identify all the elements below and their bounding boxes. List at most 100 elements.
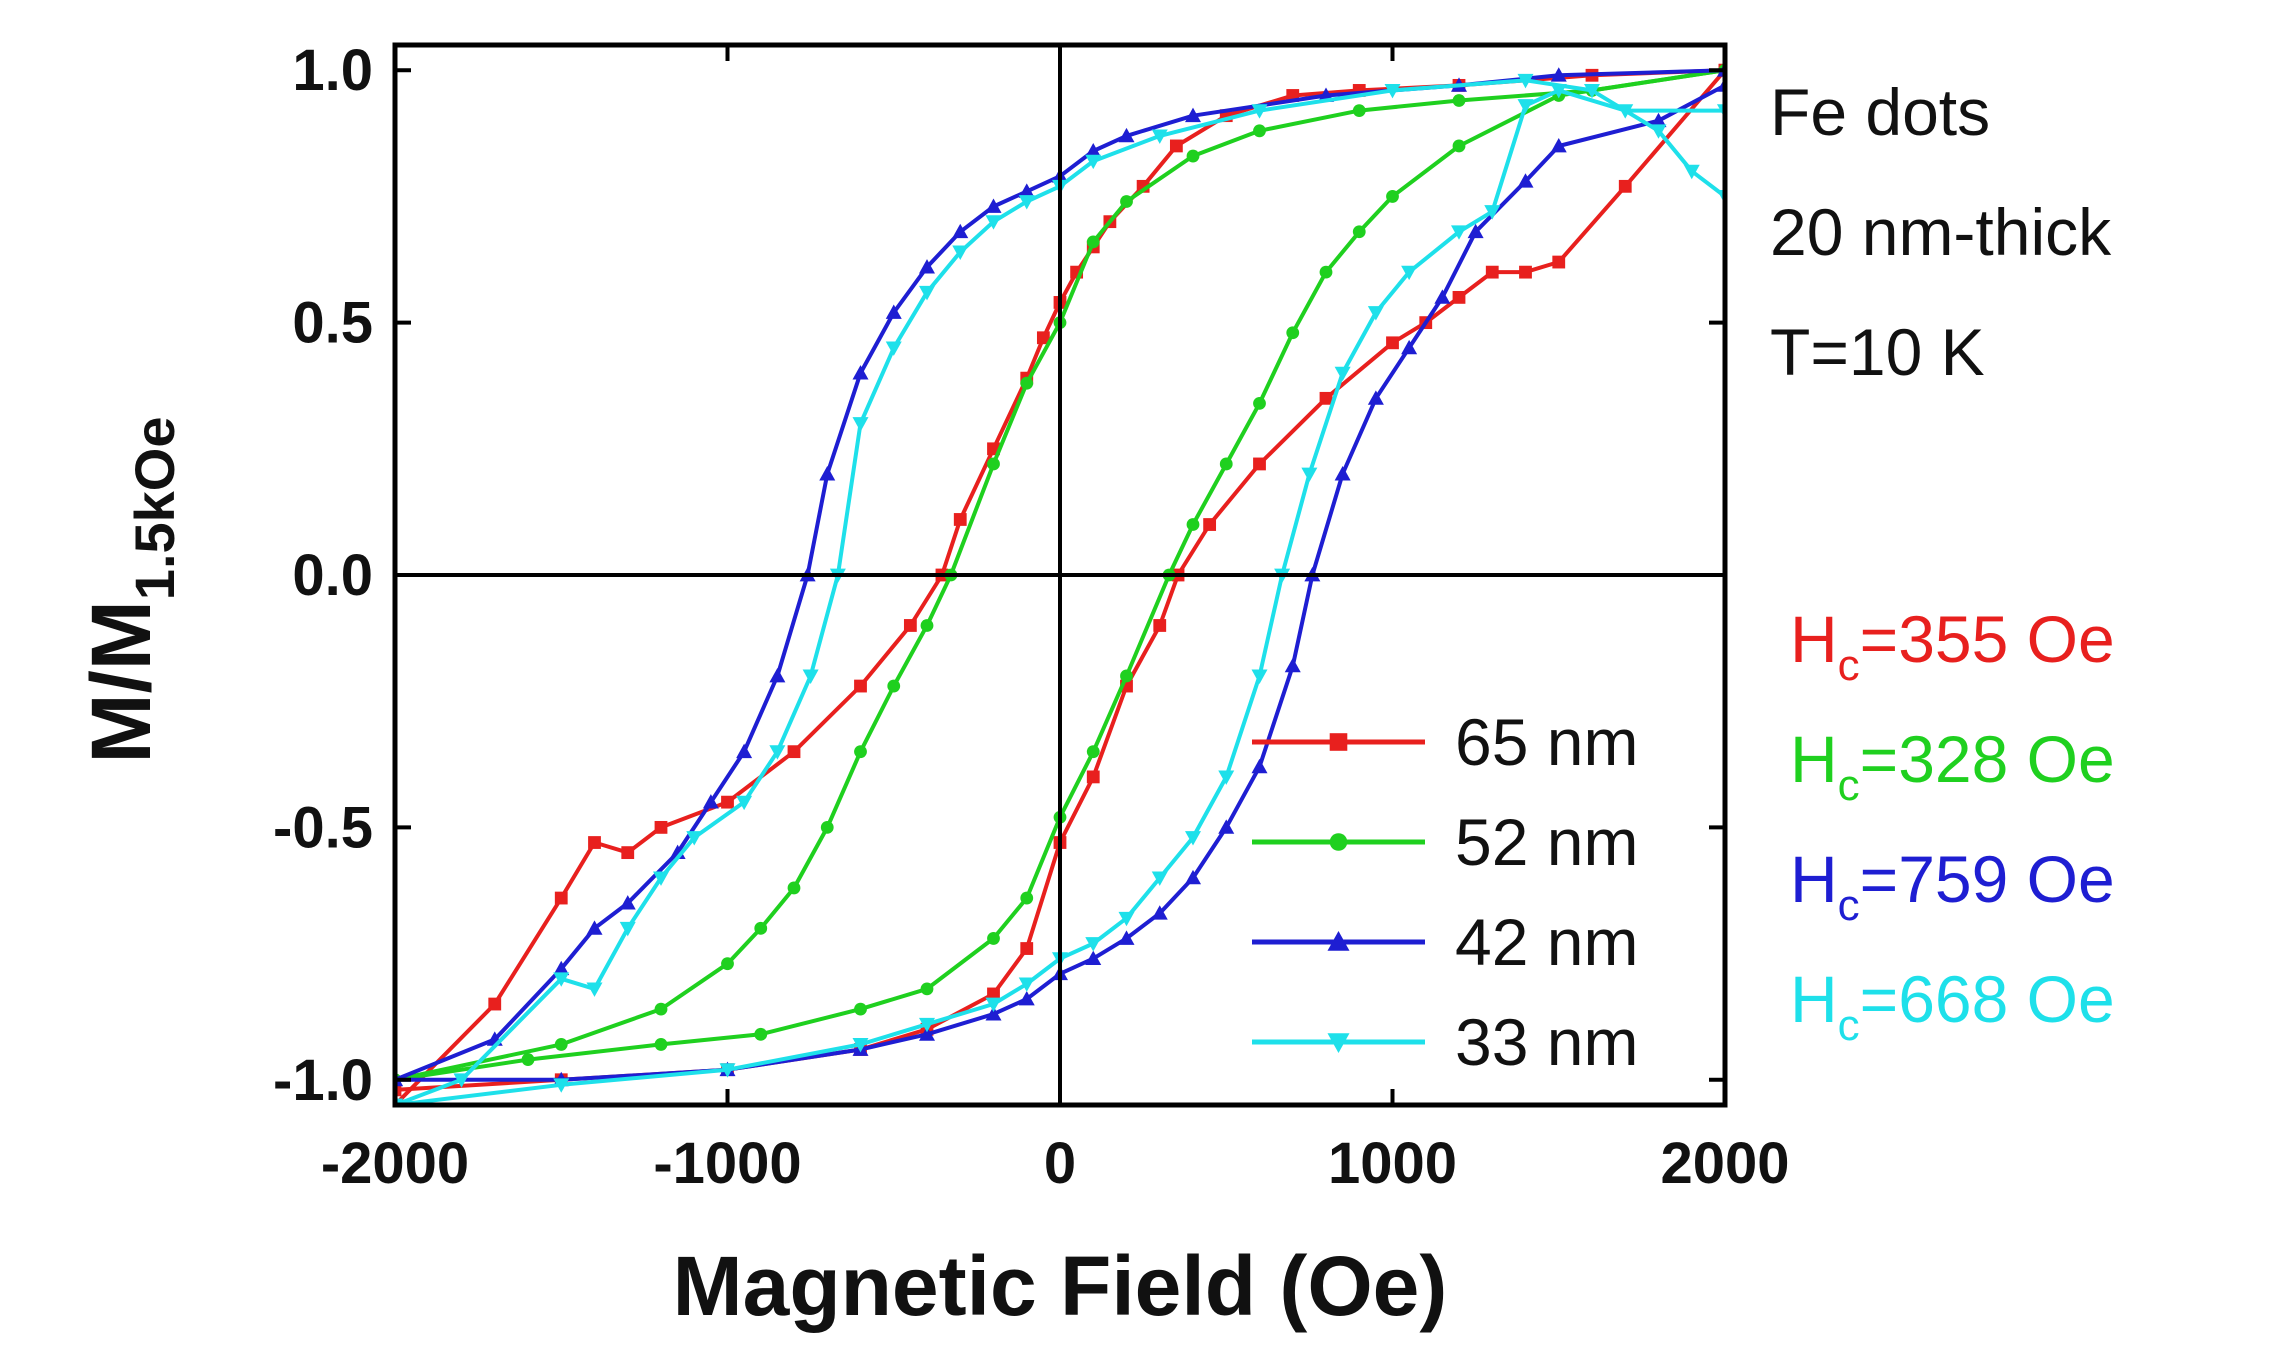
data-point [1086,745,1100,759]
data-point [985,1006,1002,1021]
y-tick-label: 0.0 [292,543,373,608]
legend-entry: 65 nm [1252,705,1638,779]
data-point [736,795,753,811]
data-point [854,679,867,693]
data-point [1386,190,1399,203]
data-point [903,619,917,632]
coercivity-symbol: H [1790,842,1838,916]
data-point [1617,104,1634,119]
data-point [1219,457,1233,471]
data-point [1650,112,1667,128]
data-point [819,466,836,481]
y-axis-title: M/M1.5kOe [74,417,186,764]
y-tick-label: 0.5 [292,291,373,356]
annotation-text: T=10 K [1770,315,1985,389]
data-point [852,1038,869,1053]
data-point [654,820,668,834]
data-point [1218,819,1235,834]
y-axis-title-main: M/M [74,600,168,763]
data-point [1085,143,1102,158]
legend-label: 33 nm [1455,1005,1638,1079]
data-point [787,881,801,895]
data-point [1319,391,1333,405]
data-point [586,920,603,935]
data-point [1118,911,1135,927]
data-point [1253,396,1266,410]
data-point [920,982,934,996]
legend-entry: 33 nm [1252,1005,1638,1079]
data-point [1485,265,1499,279]
data-point [1036,331,1050,345]
data-point [1367,306,1384,321]
data-point [987,932,1000,945]
data-point [488,997,502,1011]
data-point [953,513,967,526]
data-point [1251,758,1268,774]
data-point [952,223,969,239]
coercivity-symbol: H [1790,602,1838,676]
coercivity-label: Hc=328 Oe [1790,722,2115,810]
legend-entry: 42 nm [1252,905,1638,979]
data-point [985,215,1002,230]
data-point [1151,871,1168,886]
coercivity-label: Hc=759 Oe [1790,842,2115,930]
data-point [1319,265,1333,279]
data-point [1120,195,1133,208]
data-point [1618,179,1632,193]
data-point [1584,84,1600,99]
data-point [1020,376,1034,390]
series-layer [395,62,1725,1105]
data-point [1550,137,1567,153]
data-point [1552,255,1566,269]
data-point [1153,619,1167,632]
data-point [1120,669,1133,683]
coercivity-symbol: H [1790,962,1838,1036]
data-point [1203,518,1217,531]
data-point [619,895,636,910]
data-point [1151,905,1168,920]
data-point [1683,164,1700,180]
data-point [1517,73,1534,89]
legend-swatch-marker [1329,733,1348,751]
y-tick-label: -1.0 [273,1048,373,1113]
data-point [736,743,753,759]
data-point [1434,289,1451,304]
data-point [1384,84,1401,99]
coercivity-subscript: c [1838,641,1860,690]
data-point [521,1053,535,1066]
x-axis-title: Magnetic Field (Oe) [673,1239,1448,1333]
series-line-ascending [395,68,1725,1082]
data-point [1401,339,1418,355]
x-tick-label: 1000 [1328,1131,1457,1196]
data-point [588,836,601,849]
y-axis-title-subscript: 1.5kOe [123,417,186,601]
data-point [1185,107,1201,123]
data-point [919,1017,935,1033]
data-point [852,365,869,380]
data-point [1334,466,1351,481]
data-point [1086,235,1100,249]
data-point [1386,336,1399,350]
data-point [721,795,734,809]
data-point [654,1038,668,1051]
data-point [885,304,902,319]
x-tick-label: -1000 [653,1131,801,1196]
data-point [654,1002,668,1016]
coercivity-subscript: c [1838,881,1860,930]
data-point [1452,139,1466,153]
data-point [1118,930,1135,945]
data-point [854,745,867,759]
coercivity-value: =328 Oe [1860,722,2115,796]
data-point [554,891,568,905]
data-point [619,921,636,937]
data-point [395,1083,402,1097]
data-point [1550,84,1567,99]
data-point [1367,390,1384,405]
x-tick-label: 0 [1044,1131,1076,1196]
data-point [769,745,786,760]
data-point [453,1073,470,1088]
data-point [820,820,834,834]
data-point [621,846,635,860]
